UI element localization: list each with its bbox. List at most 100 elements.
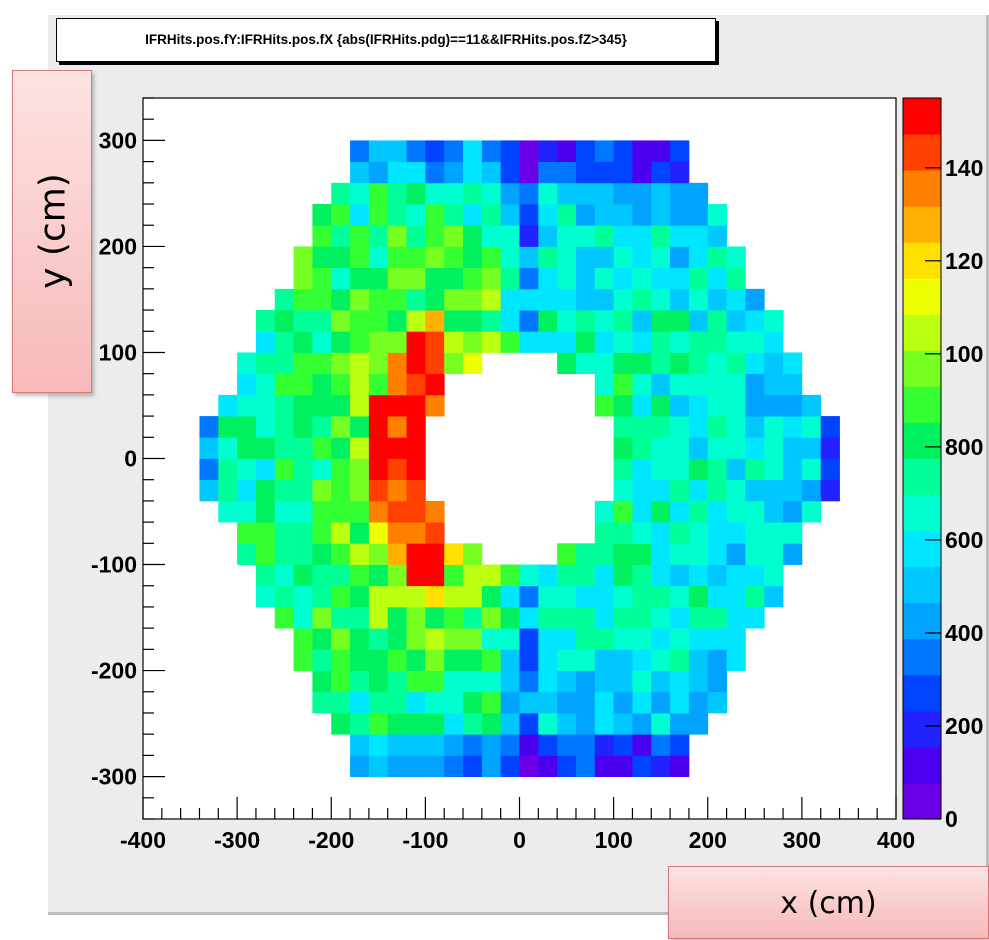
heatmap-cell bbox=[293, 500, 313, 523]
heatmap-cell bbox=[481, 182, 502, 205]
heatmap-cell bbox=[481, 712, 502, 735]
heatmap-cell bbox=[651, 310, 671, 332]
heatmap-cell bbox=[312, 479, 332, 502]
heatmap-cell bbox=[481, 246, 502, 269]
heatmap-cell bbox=[481, 140, 502, 163]
heatmap-cell bbox=[350, 288, 370, 311]
heatmap-cell bbox=[387, 437, 407, 459]
heatmap-cell bbox=[387, 458, 407, 481]
heatmap-cell bbox=[594, 310, 615, 332]
heatmap-cell bbox=[688, 225, 709, 247]
heatmap-cell bbox=[613, 606, 633, 629]
heatmap-cell bbox=[519, 310, 539, 332]
heatmap-cell bbox=[368, 288, 389, 311]
heatmap-cell bbox=[651, 288, 671, 311]
heatmap-cell bbox=[575, 288, 596, 311]
heatmap-cell bbox=[312, 585, 332, 608]
heatmap-cell bbox=[594, 373, 615, 396]
heatmap-cell bbox=[406, 246, 426, 269]
heatmap-cell bbox=[519, 331, 539, 353]
heatmap-cell bbox=[368, 670, 389, 693]
heatmap-cell bbox=[350, 225, 370, 247]
heatmap-cell bbox=[444, 734, 464, 756]
heatmap-cell bbox=[575, 246, 596, 269]
heatmap-cell bbox=[350, 140, 370, 163]
heatmap-cell bbox=[613, 267, 633, 290]
heatmap-cell bbox=[557, 734, 577, 756]
heatmap-cell bbox=[255, 310, 276, 332]
heatmap-cell bbox=[688, 204, 709, 226]
heatmap-cell bbox=[387, 734, 407, 756]
heatmap-cell bbox=[764, 522, 784, 544]
heatmap-cell bbox=[670, 140, 690, 163]
heatmap-cell bbox=[632, 352, 652, 375]
heatmap-cell bbox=[425, 755, 445, 777]
heatmap-cell bbox=[425, 522, 445, 544]
heatmap-cell bbox=[444, 649, 464, 671]
heatmap-cell bbox=[557, 182, 577, 205]
heatmap-cell bbox=[444, 246, 464, 269]
heatmap-cell bbox=[707, 331, 727, 353]
heatmap-cell bbox=[331, 458, 351, 481]
heatmap-cell bbox=[350, 606, 370, 629]
heatmap-cell bbox=[312, 246, 332, 269]
heatmap-cell bbox=[801, 479, 822, 502]
heatmap-cell bbox=[463, 712, 483, 735]
heatmap-cell bbox=[331, 649, 351, 671]
heatmap-cell bbox=[463, 606, 483, 629]
canvas-shadow-bottom bbox=[48, 912, 989, 915]
heatmap-cell bbox=[406, 394, 426, 417]
heatmap-cell bbox=[425, 543, 445, 565]
heatmap-cell bbox=[312, 373, 332, 396]
heatmap-cell bbox=[783, 373, 803, 396]
heatmap-cell bbox=[575, 734, 596, 756]
heatmap-cell bbox=[575, 352, 596, 375]
heatmap-cell bbox=[538, 225, 558, 247]
heatmap-cell bbox=[783, 479, 803, 502]
heatmap-cell bbox=[331, 628, 351, 650]
heatmap-cell bbox=[500, 331, 520, 353]
heatmap-cell bbox=[651, 500, 671, 523]
heatmap-cell bbox=[350, 373, 370, 396]
heatmap-cell bbox=[500, 606, 520, 629]
heatmap-cell bbox=[425, 225, 445, 247]
y-tick-label: -100 bbox=[91, 552, 137, 578]
heatmap-cell bbox=[688, 585, 709, 608]
heatmap-cell bbox=[218, 437, 238, 459]
heatmap-cell bbox=[745, 500, 765, 523]
heatmap-cell bbox=[764, 352, 784, 375]
heatmap-cell bbox=[575, 161, 596, 184]
heatmap-cell bbox=[425, 585, 445, 608]
heatmap-cell bbox=[387, 352, 407, 375]
heatmap-cell bbox=[218, 500, 238, 523]
heatmap-cell bbox=[651, 479, 671, 502]
heatmap-cell bbox=[538, 331, 558, 353]
heatmap-cell bbox=[651, 606, 671, 629]
heatmap-cell bbox=[463, 691, 483, 714]
heatmap-cell bbox=[670, 416, 690, 438]
heatmap-cell bbox=[481, 691, 502, 714]
heatmap-cell bbox=[575, 310, 596, 332]
heatmap-cell bbox=[387, 628, 407, 650]
heatmap-cell bbox=[387, 564, 407, 587]
heatmap-cell bbox=[331, 310, 351, 332]
color-scale-segment bbox=[903, 98, 941, 135]
heatmap-cell bbox=[444, 712, 464, 735]
heatmap-cell bbox=[425, 331, 445, 353]
heatmap-cell bbox=[688, 628, 709, 650]
heatmap-cell bbox=[707, 691, 727, 714]
heatmap-cell bbox=[274, 373, 294, 396]
heatmap-cell bbox=[274, 310, 294, 332]
heatmap-cell bbox=[557, 140, 577, 163]
heatmap-cell bbox=[538, 649, 558, 671]
heatmap-cell bbox=[613, 373, 633, 396]
heatmap-cell bbox=[274, 543, 294, 565]
x-tick-label: 200 bbox=[689, 827, 727, 853]
heatmap-cell bbox=[670, 204, 690, 226]
heatmap-cell bbox=[481, 606, 502, 629]
heatmap-cell bbox=[820, 458, 840, 481]
heatmap-cell bbox=[387, 670, 407, 693]
heatmap-cell bbox=[613, 161, 633, 184]
heatmap-cell bbox=[425, 140, 445, 163]
heatmap-cell bbox=[368, 606, 389, 629]
